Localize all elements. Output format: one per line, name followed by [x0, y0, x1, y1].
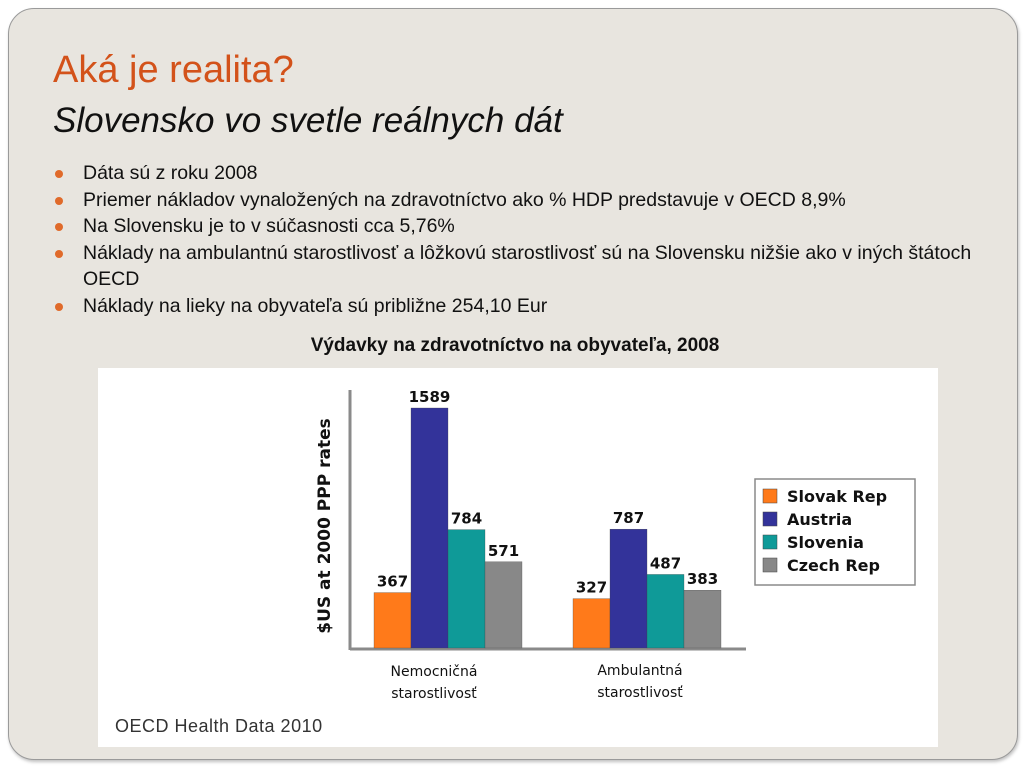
bullet-dot-icon	[55, 302, 63, 311]
chart-source: OECD Health Data 2010	[115, 716, 323, 736]
data-label: 367	[377, 573, 408, 591]
chart-title: Výdavky na zdravotníctvo na obyvateľa, 2…	[310, 335, 720, 356]
legend-label: Austria	[787, 510, 852, 529]
data-label: 1589	[409, 388, 451, 406]
bullet-text: Na Slovensku je to v súčasnosti cca 5,76…	[83, 215, 455, 237]
legend-swatch	[762, 511, 778, 527]
bullet-item: Náklady na ambulantnú starostlivosť a lô…	[53, 240, 993, 293]
bar-slovak-rep-1	[572, 598, 611, 649]
bullet-item: Dáta sú z roku 2008	[53, 160, 993, 187]
bullet-text: Náklady na lieky na obyvateľa sú približ…	[83, 294, 548, 317]
bullet-text: Priemer nákladov vynaložených na zdravot…	[83, 188, 846, 211]
data-label: 571	[488, 542, 519, 560]
bar-austria-1	[609, 528, 648, 649]
data-label: 784	[451, 510, 482, 528]
legend-box	[754, 478, 916, 586]
chart-panel: $US at 2000 PPP rates 367 1589 784 571 327 787…	[98, 368, 938, 747]
bullet-item: Náklady na lieky na obyvateľa sú približ…	[53, 293, 993, 320]
slide: Aká je realita? Slovensko vo svetle reál…	[8, 8, 1018, 760]
data-label: 383	[687, 570, 718, 588]
legend-label: Slovenia	[787, 533, 864, 552]
bar-austria-0	[410, 407, 449, 649]
bullet-item: Na Slovensku je to v súčasnosti cca 5,76…	[53, 213, 993, 240]
bullet-text: Dáta sú z roku 2008	[83, 162, 258, 184]
y-axis-label: $US at 2000 PPP rates	[315, 418, 335, 633]
legend-label: Czech Rep	[787, 556, 880, 575]
category-label-ambulatory: Ambulantná starostlivosť	[597, 663, 683, 701]
legend-swatch	[762, 534, 778, 550]
bar-slovenia-1	[646, 574, 685, 649]
bullet-dot-icon	[55, 249, 63, 258]
slide-title: Aká je realita?	[53, 49, 294, 91]
bar-slovak-rep-0	[373, 592, 412, 649]
bar-czech-rep-0	[484, 561, 523, 649]
bar-chart: $US at 2000 PPP rates 367 1589 784 571 327 787…	[315, 388, 916, 651]
legend-swatch	[762, 557, 778, 573]
bullet-dot-icon	[55, 196, 63, 205]
category-label-hospital: Nemocničná starostlivosť	[390, 664, 478, 702]
bullet-dot-icon	[55, 223, 63, 231]
bullet-text: Náklady na ambulantnú starostlivosť a lô…	[83, 241, 972, 291]
legend-label: Slovak Rep	[787, 487, 887, 506]
bullet-dot-icon	[55, 170, 63, 178]
bullet-item: Priemer nákladov vynaložených na zdravot…	[53, 187, 993, 214]
bar-czech-rep-1	[683, 590, 722, 649]
bullet-list: Dáta sú z roku 2008 Priemer nákladov vyn…	[53, 160, 993, 319]
data-label: 487	[650, 554, 681, 572]
bar-slovenia-0	[447, 529, 486, 649]
legend-swatch	[762, 488, 778, 504]
slide-subtitle: Slovensko vo svetle reálnych dát	[53, 101, 563, 140]
data-label: 787	[613, 509, 644, 527]
data-label: 327	[576, 579, 607, 597]
